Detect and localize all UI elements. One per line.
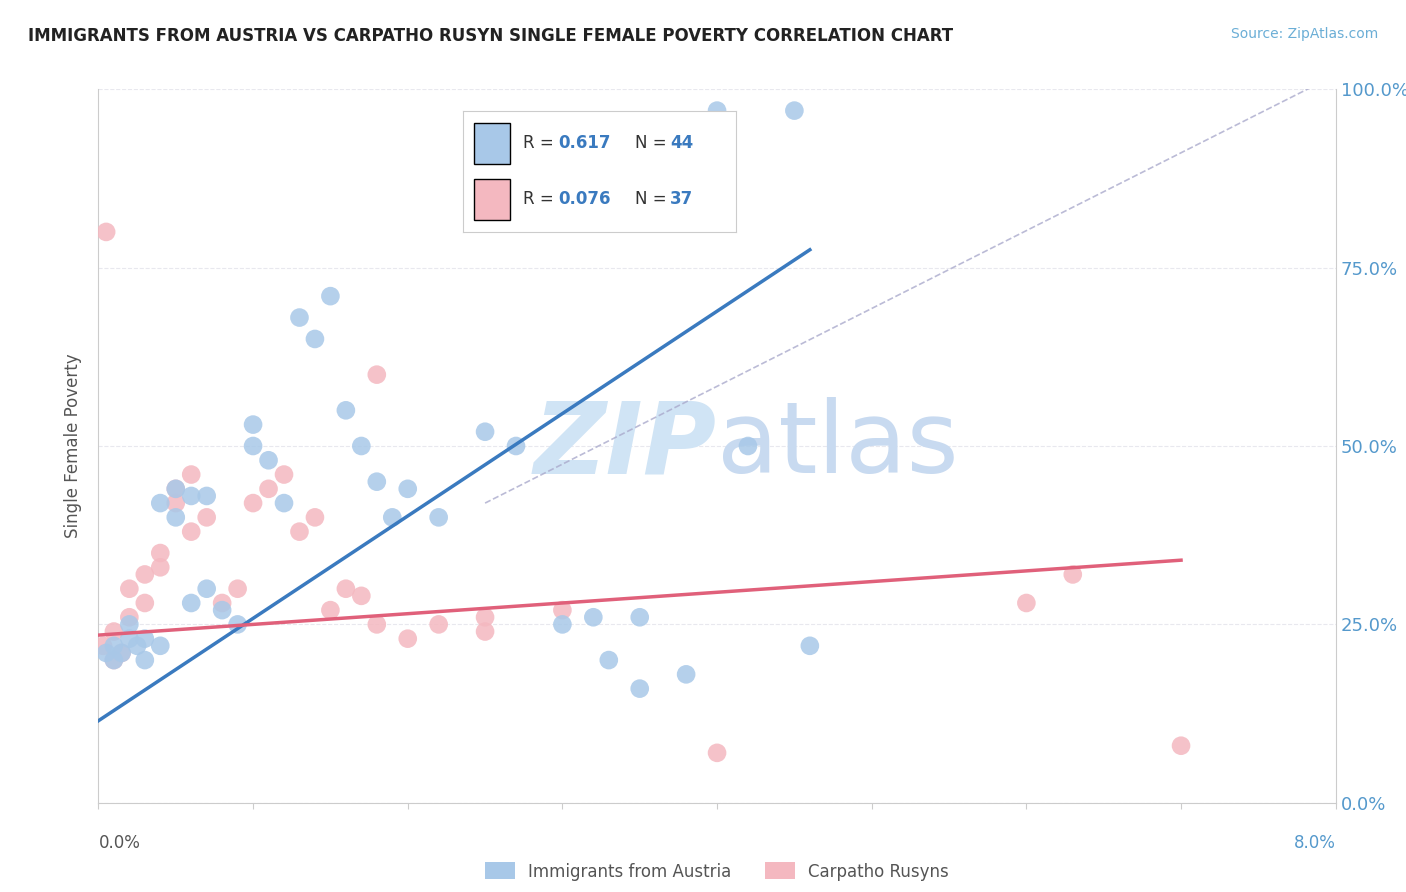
Point	[211, 603, 233, 617]
Point	[118, 610, 141, 624]
Y-axis label: Single Female Poverty: Single Female Poverty	[65, 354, 83, 538]
Point	[149, 560, 172, 574]
Point	[149, 639, 172, 653]
Point	[103, 624, 125, 639]
Point	[242, 417, 264, 432]
Point	[226, 582, 249, 596]
Text: 0.0%: 0.0%	[98, 834, 141, 852]
Point	[706, 103, 728, 118]
Point	[273, 467, 295, 482]
Text: IMMIGRANTS FROM AUSTRIA VS CARPATHO RUSYN SINGLE FEMALE POVERTY CORRELATION CHAR: IMMIGRANTS FROM AUSTRIA VS CARPATHO RUSY…	[28, 27, 953, 45]
Point	[366, 475, 388, 489]
Text: 8.0%: 8.0%	[1294, 834, 1336, 852]
Point	[474, 610, 496, 624]
Point	[118, 617, 141, 632]
Point	[474, 624, 496, 639]
Point	[165, 510, 187, 524]
Legend: Immigrants from Austria, Carpatho Rusyns: Immigrants from Austria, Carpatho Rusyns	[478, 855, 956, 888]
Point	[127, 639, 149, 653]
Point	[149, 546, 172, 560]
Point	[111, 646, 134, 660]
Point	[195, 489, 218, 503]
Point	[257, 453, 280, 467]
Point	[628, 610, 651, 624]
Point	[396, 482, 419, 496]
Point	[350, 439, 373, 453]
Point	[1015, 596, 1038, 610]
Point	[180, 524, 202, 539]
Point	[111, 646, 134, 660]
Point	[180, 467, 202, 482]
Text: ZIP: ZIP	[534, 398, 717, 494]
Point	[91, 639, 114, 653]
Point	[304, 510, 326, 524]
Point	[180, 596, 202, 610]
Point	[118, 632, 141, 646]
Point	[598, 653, 620, 667]
Point	[149, 496, 172, 510]
Point	[134, 567, 156, 582]
Point	[257, 482, 280, 496]
Point	[288, 310, 311, 325]
Point	[242, 496, 264, 510]
Point	[505, 439, 527, 453]
Point	[335, 582, 357, 596]
Point	[1170, 739, 1192, 753]
Point	[226, 617, 249, 632]
Point	[134, 632, 156, 646]
Point	[118, 582, 141, 596]
Point	[134, 596, 156, 610]
Point	[366, 617, 388, 632]
Point	[582, 610, 605, 624]
Point	[165, 482, 187, 496]
Point	[288, 524, 311, 539]
Point	[304, 332, 326, 346]
Point	[706, 746, 728, 760]
Point	[350, 589, 373, 603]
Point	[675, 667, 697, 681]
Point	[628, 681, 651, 696]
Point	[273, 496, 295, 510]
Text: atlas: atlas	[717, 398, 959, 494]
Point	[381, 510, 404, 524]
Point	[96, 225, 118, 239]
Point	[799, 639, 821, 653]
Point	[783, 103, 806, 118]
Point	[165, 496, 187, 510]
Point	[211, 596, 233, 610]
Point	[1062, 567, 1084, 582]
Point	[103, 653, 125, 667]
Point	[180, 489, 202, 503]
Point	[103, 653, 125, 667]
Point	[195, 510, 218, 524]
Point	[96, 646, 118, 660]
Text: Source: ZipAtlas.com: Source: ZipAtlas.com	[1230, 27, 1378, 41]
Point	[195, 582, 218, 596]
Point	[335, 403, 357, 417]
Point	[319, 289, 342, 303]
Point	[103, 639, 125, 653]
Point	[427, 510, 450, 524]
Point	[242, 439, 264, 453]
Point	[319, 603, 342, 617]
Point	[474, 425, 496, 439]
Point	[165, 482, 187, 496]
Point	[427, 617, 450, 632]
Point	[551, 603, 574, 617]
Point	[396, 632, 419, 646]
Point	[737, 439, 759, 453]
Point	[134, 653, 156, 667]
Point	[551, 617, 574, 632]
Point	[366, 368, 388, 382]
